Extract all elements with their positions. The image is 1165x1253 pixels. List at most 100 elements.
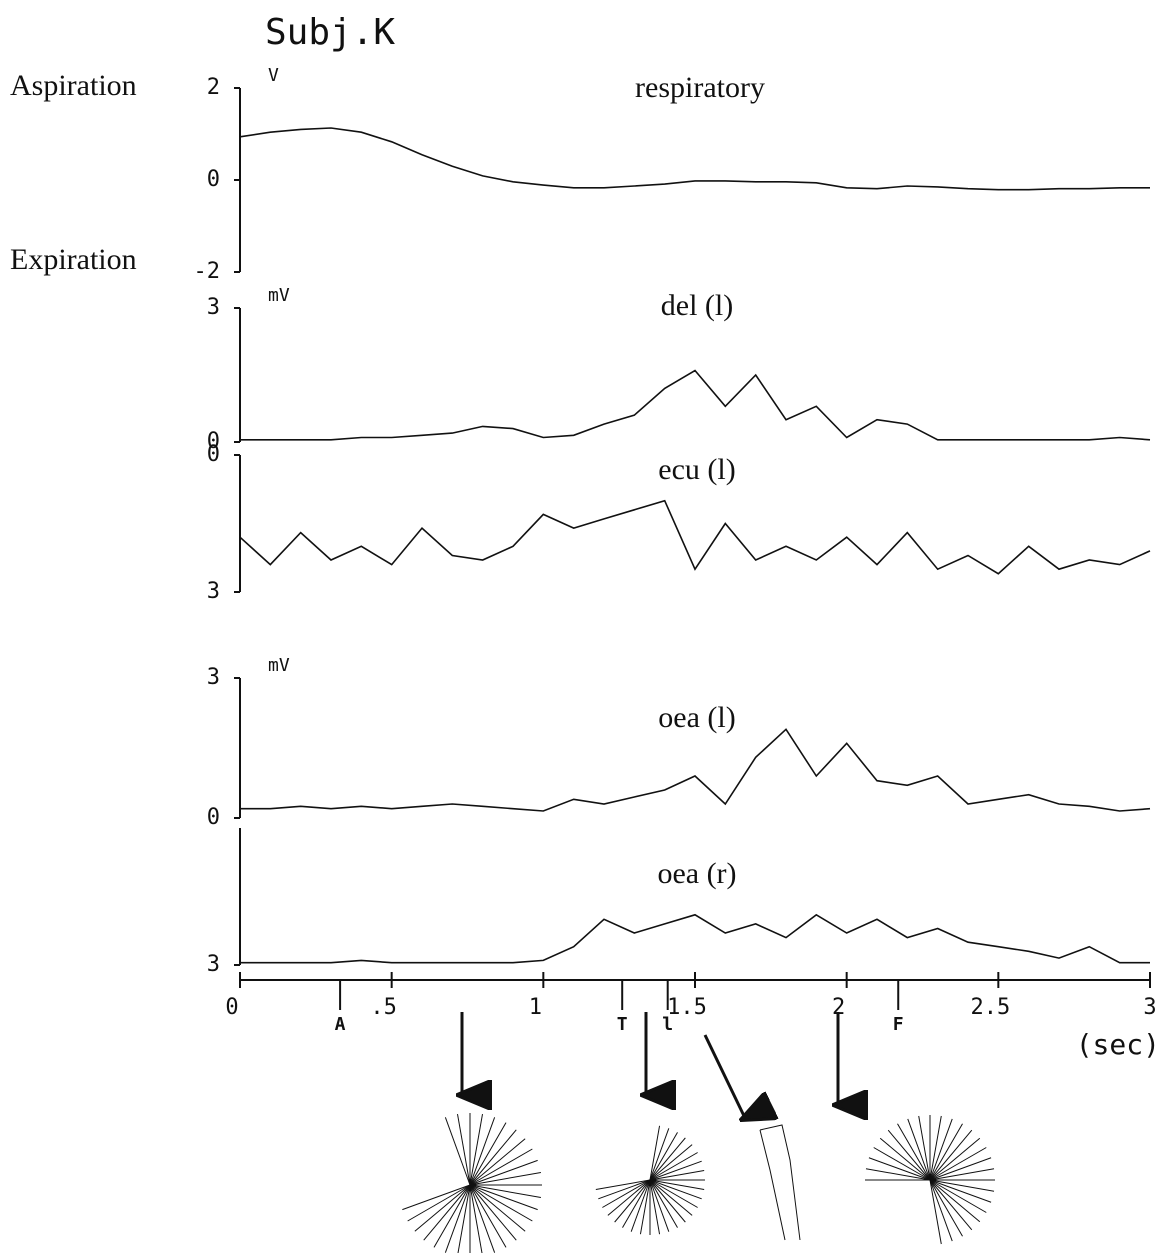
fan-line (929, 1179, 995, 1192)
fan-line (929, 1123, 963, 1181)
fan-line (469, 1138, 526, 1186)
fan-line (433, 1184, 471, 1248)
fan-line (607, 1179, 651, 1216)
fan-line (630, 1179, 651, 1232)
fan-line (469, 1184, 541, 1198)
fan-line (929, 1179, 981, 1223)
fan-line (649, 1169, 705, 1181)
trace (240, 913, 1150, 964)
fan-line (879, 1137, 931, 1181)
trace (239, 127, 1150, 191)
y-tick-label: 3 (207, 579, 220, 604)
fan-line (929, 1168, 995, 1181)
event-label: F (893, 1014, 904, 1035)
fan-line (469, 1184, 496, 1253)
side-label: Expiration (10, 243, 137, 276)
fan-line (929, 1147, 987, 1181)
fan-line (929, 1118, 953, 1181)
fan-line (469, 1184, 507, 1248)
fan-line (929, 1137, 981, 1181)
fan-line (469, 1184, 517, 1241)
fan-line (407, 1184, 471, 1222)
x-tick-label: 0 (225, 995, 238, 1020)
fan-line (423, 1184, 471, 1241)
event-label: l (662, 1014, 673, 1035)
panel-title: oea (r) (657, 857, 736, 890)
fan-line (639, 1179, 651, 1235)
unit-label: mV (268, 655, 290, 676)
x-tick-label: 1.5 (667, 995, 707, 1020)
panel-title: ecu (l) (658, 453, 735, 486)
fan-line (469, 1129, 517, 1186)
fan-line (649, 1179, 678, 1228)
fan-line (649, 1152, 698, 1181)
side-label: Aspiration (10, 69, 137, 102)
fan-line (649, 1125, 661, 1181)
fan-line (444, 1184, 471, 1253)
fan-line (649, 1179, 698, 1208)
fan-line (929, 1129, 973, 1181)
fan-line (649, 1132, 678, 1181)
y-tick-label: 3 (207, 952, 220, 977)
fan-line (649, 1179, 686, 1223)
panel-title: respiratory (635, 71, 765, 104)
fan-line (595, 1179, 651, 1191)
fan-line (897, 1123, 931, 1181)
fan-line (469, 1184, 526, 1232)
fan-line (469, 1184, 538, 1211)
fan-line (929, 1179, 992, 1203)
fan-line (918, 1115, 931, 1181)
panel-title: oea (l) (658, 701, 735, 734)
fan-line (469, 1117, 496, 1186)
y-tick-label: 2 (207, 75, 220, 100)
fan-line (469, 1159, 538, 1186)
fan-line (649, 1179, 661, 1235)
trace (240, 728, 1151, 812)
fan-line (929, 1179, 942, 1245)
fan-line (402, 1184, 471, 1211)
y-tick-label: 0 (207, 805, 220, 830)
fan-line (649, 1144, 693, 1181)
fan-line (887, 1129, 931, 1181)
fan-line (649, 1179, 702, 1200)
fan-line (469, 1114, 483, 1186)
fan-line (649, 1137, 686, 1181)
fan-line (868, 1157, 931, 1181)
x-tick-label: .5 (370, 995, 397, 1020)
x-tick-label: 1 (529, 995, 542, 1020)
fan-line (602, 1179, 651, 1208)
fan-line (614, 1179, 651, 1223)
fan-line (469, 1122, 507, 1186)
fan-line (469, 1172, 541, 1186)
fan-line (622, 1179, 651, 1228)
fan-line (469, 1184, 533, 1222)
fan-line (873, 1147, 931, 1181)
y-tick-label: 3 (207, 665, 220, 690)
trace (240, 369, 1151, 441)
fan-line (929, 1157, 992, 1181)
fan-line (929, 1115, 942, 1181)
x-tick-label: 3 (1143, 995, 1156, 1020)
y-tick-label: 0 (207, 167, 220, 192)
fan-line (457, 1184, 471, 1253)
y-tick-label: 0 (207, 429, 220, 454)
fan-line (907, 1118, 931, 1181)
fan-line (649, 1179, 670, 1232)
unit-label: V (268, 65, 279, 86)
arm-drawing (759, 1124, 801, 1241)
y-tick-label: -2 (194, 259, 221, 284)
fan-line (929, 1179, 987, 1213)
trace (239, 499, 1151, 575)
fan-line (414, 1184, 471, 1232)
unit-label: mV (268, 285, 290, 306)
x-tick-label: 2 (832, 995, 845, 1020)
title: Subj.K (265, 12, 395, 53)
fan-line (929, 1179, 963, 1237)
panel-title: del (l) (661, 289, 733, 322)
arrow (703, 1034, 745, 1118)
fan-line (649, 1128, 670, 1181)
x-axis-label: (sec) (1076, 1028, 1160, 1061)
y-tick-label: 3 (207, 295, 220, 320)
fan-line (649, 1160, 702, 1181)
fan-line (865, 1168, 931, 1181)
